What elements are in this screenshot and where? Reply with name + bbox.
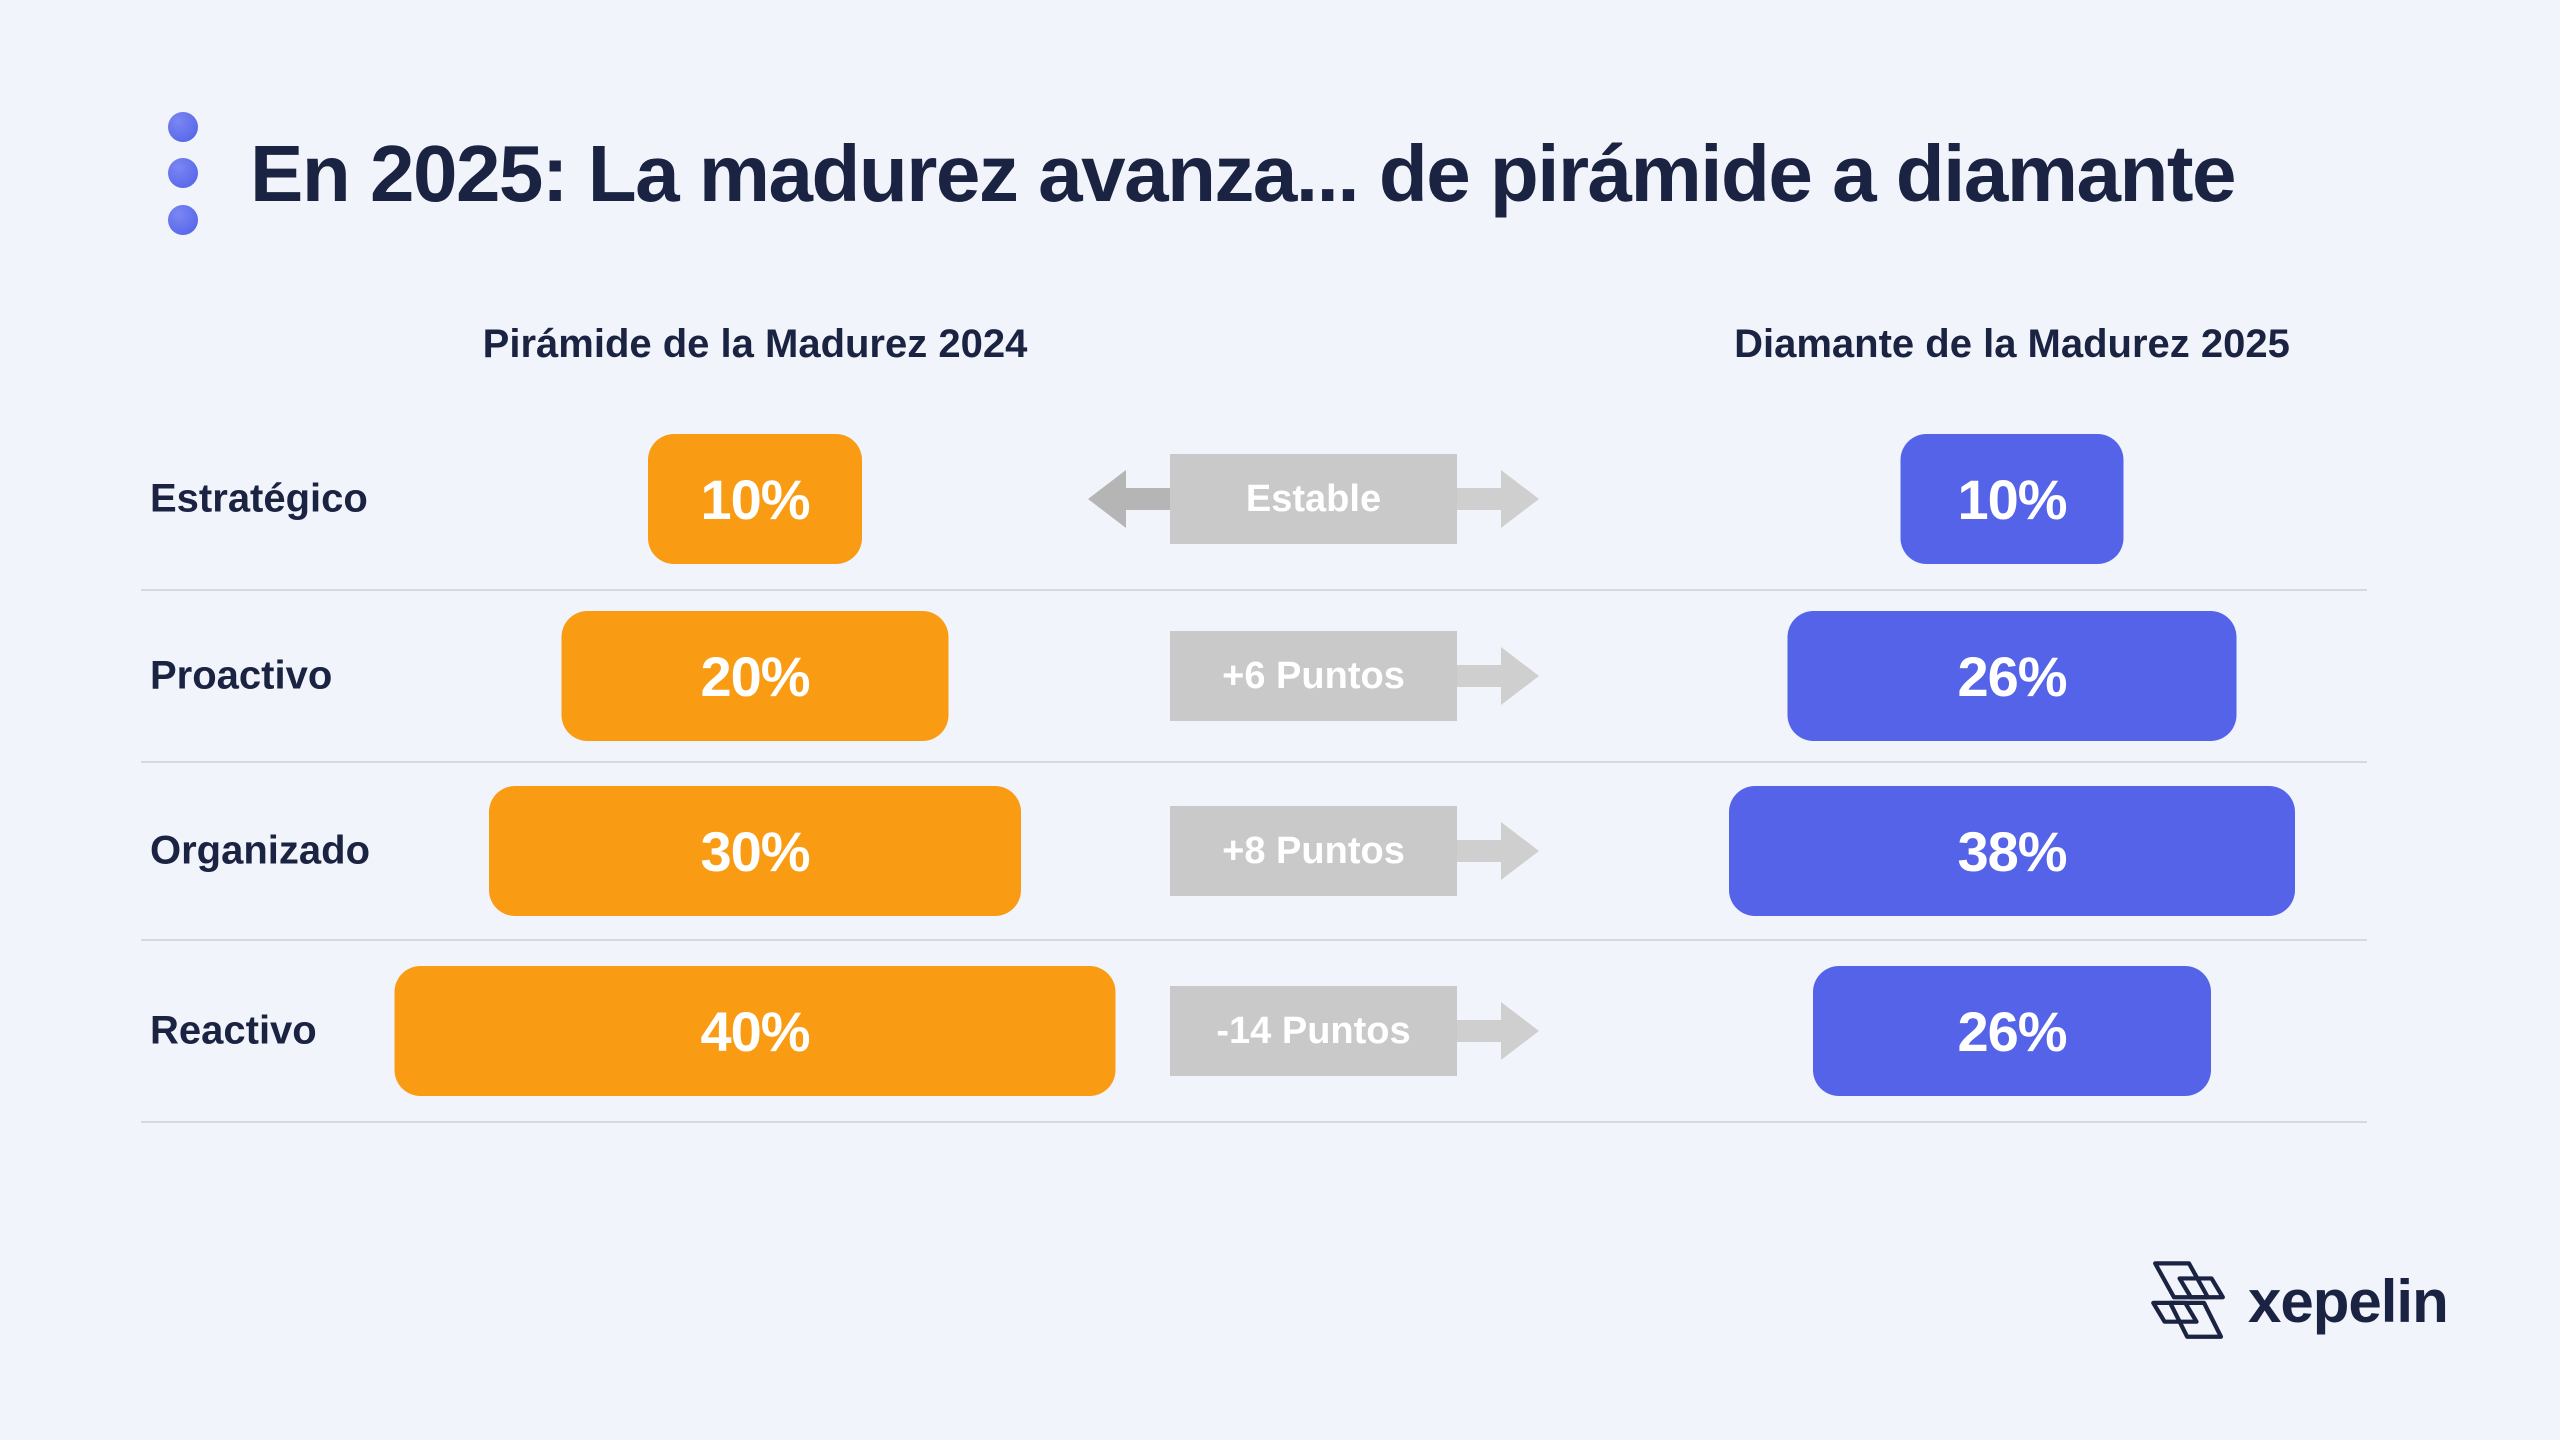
accent-dot-icon (168, 205, 198, 235)
bar-value: 30% (700, 819, 810, 883)
xepelin-logo-icon (2151, 1261, 2225, 1339)
bar-2025: 26% (1813, 966, 2211, 1096)
arrow-stem (1457, 665, 1501, 687)
row-divider (141, 589, 2367, 591)
arrow-stem (1457, 488, 1501, 510)
bar-value: 10% (1957, 467, 2067, 531)
row-label: Estratégico (150, 476, 368, 521)
row-estrategico: Estratégico 10% Estable 10% (0, 408, 2560, 590)
change-badge: Estable (1170, 454, 1457, 544)
bar-value: 20% (700, 644, 810, 708)
bar-2025: 38% (1729, 786, 2295, 916)
row-label: Proactivo (150, 653, 333, 698)
arrow-right-icon (1457, 647, 1539, 705)
bar-2024: 20% (561, 611, 949, 741)
brand-logo: xepelin (2142, 1254, 2449, 1348)
bar-2024: 10% (648, 434, 862, 564)
row-reactivo: Reactivo 40% -14 Puntos 26% (0, 940, 2560, 1122)
bar-2024: 40% (394, 966, 1116, 1096)
brand-wordmark: xepelin (2248, 1267, 2449, 1335)
arrow-right-icon (1457, 1002, 1539, 1060)
arrow-right-icon (1457, 822, 1539, 880)
row-divider (141, 1121, 2367, 1123)
column-header-2024: Pirámide de la Madurez 2024 (482, 322, 1028, 366)
page-title: En 2025: La madurez avanza... de pirámid… (250, 129, 2237, 218)
row-proactivo: Proactivo 20% +6 Puntos 26% (0, 590, 2560, 762)
bar-2024: 30% (489, 786, 1021, 916)
arrow-head (1501, 1002, 1539, 1060)
row-label: Reactivo (150, 1008, 317, 1053)
arrow-head (1501, 822, 1539, 880)
change-badge: +6 Puntos (1170, 631, 1457, 721)
bar-value: 26% (1957, 644, 2067, 708)
change-badge: -14 Puntos (1170, 986, 1457, 1076)
bar-2025: 10% (1900, 434, 2124, 564)
arrow-head (1501, 647, 1539, 705)
arrow-head (1088, 470, 1126, 528)
bar-value: 40% (700, 999, 810, 1063)
bar-value: 10% (700, 467, 810, 531)
change-badge: +8 Puntos (1170, 806, 1457, 896)
row-label: Organizado (150, 828, 371, 873)
arrow-left-icon (1088, 470, 1170, 528)
row-divider (141, 761, 2367, 763)
bar-2025: 26% (1787, 611, 2237, 741)
arrow-head (1501, 470, 1539, 528)
arrow-stem (1457, 1020, 1501, 1042)
accent-dot-icon (168, 112, 198, 142)
arrow-stem (1457, 840, 1501, 862)
row-organizado: Organizado 30% +8 Puntos 38% (0, 762, 2560, 940)
bar-value: 26% (1957, 999, 2067, 1063)
column-header-2025: Diamante de la Madurez 2025 (1734, 322, 2290, 366)
arrow-stem (1126, 488, 1170, 510)
accent-dot-icon (168, 158, 198, 188)
arrow-right-icon (1457, 470, 1539, 528)
row-divider (141, 939, 2367, 941)
bar-value: 38% (1957, 819, 2067, 883)
